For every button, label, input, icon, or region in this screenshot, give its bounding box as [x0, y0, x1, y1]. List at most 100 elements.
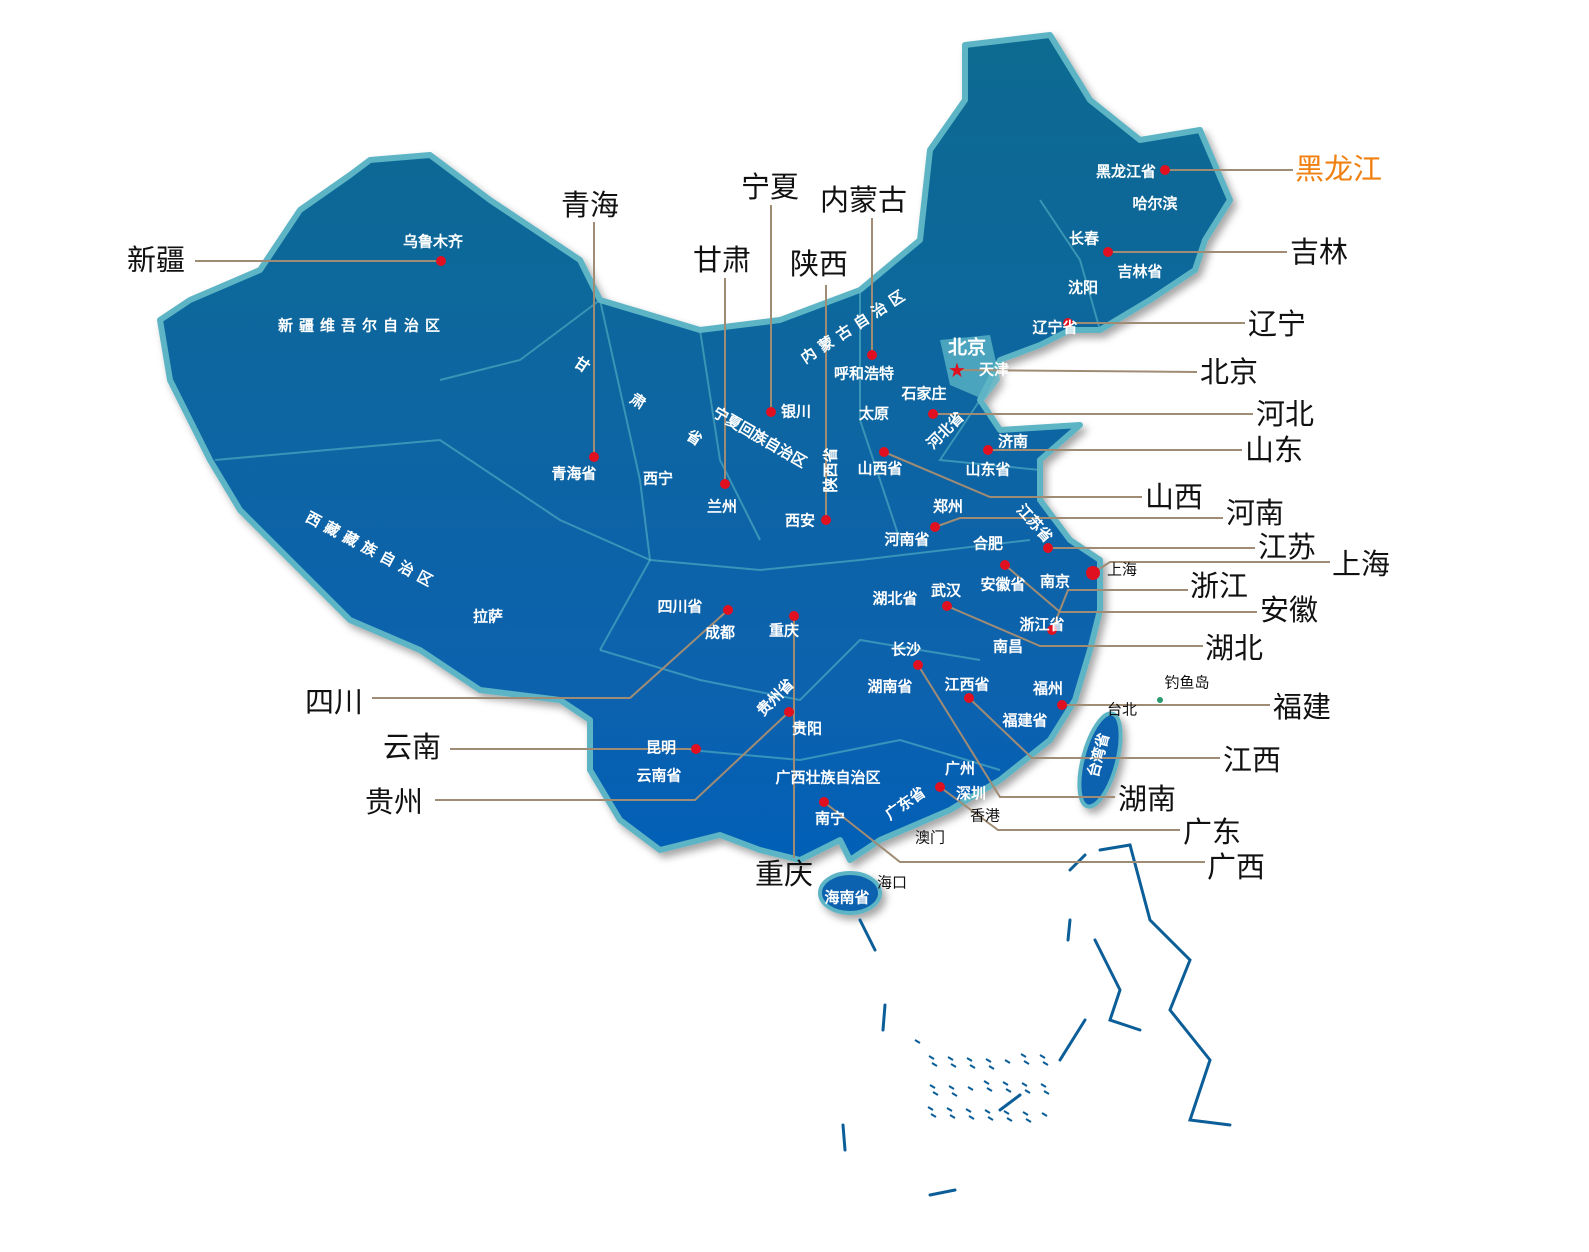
- island-mark: [965, 1108, 972, 1113]
- island-mark: [929, 1084, 936, 1089]
- place-label: 海南省: [824, 888, 870, 907]
- place-label: 昆明: [645, 738, 677, 757]
- province-label: 山西: [1145, 480, 1204, 514]
- island-mark: [1024, 1089, 1031, 1094]
- leader-line: [939, 786, 1180, 831]
- island-mark: [969, 1064, 976, 1069]
- island-mark: [931, 1062, 938, 1067]
- place-label: 武汉: [930, 581, 962, 600]
- province-label: 新疆: [127, 243, 186, 277]
- province-border: [599, 638, 981, 702]
- capital-dot: [867, 350, 877, 360]
- province-label: 广东: [1183, 815, 1242, 849]
- place-label: 西安: [784, 511, 816, 530]
- province-label: 广西: [1207, 850, 1266, 884]
- capital-dot: [819, 797, 829, 807]
- beijing-tianjin-region: [940, 335, 1000, 400]
- place-label: 山东省: [965, 460, 1011, 479]
- place-label: 银川: [780, 402, 812, 421]
- province-border: [689, 738, 1001, 771]
- place-label: 北京: [947, 336, 987, 359]
- place-label: 西宁: [642, 469, 674, 488]
- place-label: 广州: [944, 759, 976, 778]
- province-border: [1039, 199, 1101, 331]
- island-outline: [998, 1093, 1022, 1112]
- place-label: 江西省: [944, 675, 990, 694]
- province-label: 陕西: [790, 247, 849, 281]
- capital-dot: [821, 515, 831, 525]
- island-mark: [1002, 1081, 1009, 1086]
- island-mark: [1021, 1082, 1028, 1087]
- place-label: 陕西省: [821, 447, 840, 493]
- island-outline: [841, 1123, 847, 1152]
- island-mark: [928, 1055, 935, 1060]
- island-outline: [881, 1003, 887, 1032]
- leader-line: [934, 517, 1223, 528]
- leader-line: [1004, 564, 1257, 613]
- place-label: 南京: [1039, 572, 1071, 591]
- leader-line: [917, 664, 1115, 798]
- island-mark: [966, 1057, 973, 1062]
- place-label: 乌鲁木齐: [402, 232, 464, 251]
- island-mark: [930, 1113, 937, 1118]
- capital-dot: [1057, 700, 1067, 710]
- capital-dot: [1043, 543, 1053, 553]
- place-label: 成都: [704, 623, 736, 642]
- capital-dot: [1063, 318, 1073, 328]
- province-label: 湖南: [1118, 782, 1177, 816]
- province-label: 湖北: [1205, 631, 1264, 665]
- island-mark: [986, 1087, 993, 1092]
- leader-line: [372, 609, 729, 699]
- place-label: 湖南省: [867, 677, 913, 696]
- province-border: [699, 329, 761, 541]
- island-mark: [983, 1080, 990, 1085]
- island-mark: [949, 1114, 956, 1119]
- place-label: 南昌: [992, 637, 1024, 656]
- province-border: [649, 539, 1031, 572]
- island-outline: [1058, 1018, 1087, 1062]
- island-mark: [1022, 1111, 1029, 1116]
- leader-line: [968, 697, 1220, 759]
- island-outline: [858, 918, 877, 952]
- province-label: 江西: [1223, 743, 1282, 777]
- capital-dot: [983, 445, 993, 455]
- place-label: 黑龙江省: [1095, 162, 1157, 181]
- province-label: 贵州: [365, 785, 424, 819]
- province-label: 青海: [561, 188, 620, 222]
- place-label: 香港: [969, 806, 1001, 825]
- province-label: 浙江: [1190, 569, 1249, 603]
- island-outline: [1098, 843, 1232, 1127]
- place-label: 钓鱼岛: [1164, 673, 1210, 692]
- province-label: 黑龙江: [1295, 152, 1383, 186]
- place-label: 福建省: [1002, 711, 1048, 730]
- place-label: 沈阳: [1067, 278, 1099, 297]
- place-label: 河南省: [884, 530, 930, 549]
- island-mark: [1020, 1053, 1027, 1058]
- island-mark: [1043, 1090, 1050, 1095]
- capital-dot: [942, 601, 952, 611]
- capital-dot: [589, 452, 599, 462]
- place-label: 浙江省: [1019, 615, 1065, 634]
- place-label: 云南省: [636, 766, 682, 785]
- island-mark: [968, 1115, 975, 1120]
- place-label: 上海: [1106, 560, 1138, 579]
- leader-line: [1051, 589, 1188, 631]
- capital-dot: [879, 447, 889, 457]
- place-label: 长沙: [890, 640, 922, 659]
- place-label: 深圳: [955, 784, 987, 803]
- island-mark: [1039, 1054, 1046, 1059]
- province-label: 江苏: [1258, 530, 1317, 564]
- capital-dot: [1000, 560, 1010, 570]
- place-label: 济南: [997, 432, 1029, 451]
- province-border: [938, 399, 1041, 471]
- leader-line: [823, 801, 1205, 863]
- place-label: 拉萨: [472, 607, 504, 626]
- island-mark: [1042, 1061, 1049, 1066]
- capital-dot: [913, 660, 923, 670]
- place-label: 台北: [1106, 700, 1138, 719]
- place-label: 重庆: [768, 621, 800, 640]
- province-label: 上海: [1332, 547, 1391, 581]
- island-mark: [927, 1106, 934, 1111]
- capital-dot: [723, 605, 733, 615]
